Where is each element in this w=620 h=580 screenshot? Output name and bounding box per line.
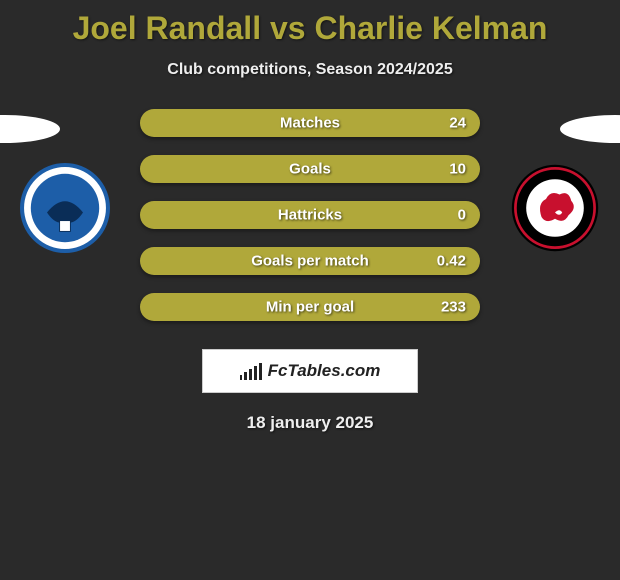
stat-bar-min-per-goal: Min per goal 233 [140, 293, 480, 321]
stat-bar-goals: Goals 10 [140, 155, 480, 183]
fctables-logo[interactable]: FcTables.com [202, 349, 418, 393]
stat-value: 24 [449, 115, 466, 132]
stat-bar-matches: Matches 24 [140, 109, 480, 137]
stat-label: Min per goal [266, 299, 354, 316]
snapshot-date: 18 january 2025 [0, 413, 620, 433]
stat-value: 0 [458, 207, 466, 224]
stat-value: 233 [441, 299, 466, 316]
stat-bar-hattricks: Hattricks 0 [140, 201, 480, 229]
comparison-title: Joel Randall vs Charlie Kelman [0, 0, 620, 47]
left-highlight-ellipse [0, 115, 60, 143]
logo-text: FcTables.com [268, 361, 381, 381]
club-crest-right [510, 163, 600, 253]
comparison-panel: Matches 24 Goals 10 Hattricks 0 Goals pe… [0, 109, 620, 433]
leyton-orient-crest-icon [510, 163, 600, 253]
comparison-subtitle: Club competitions, Season 2024/2025 [0, 61, 620, 79]
stat-label: Goals [289, 161, 331, 178]
stat-bars: Matches 24 Goals 10 Hattricks 0 Goals pe… [140, 109, 480, 321]
right-highlight-ellipse [560, 115, 620, 143]
stat-bar-goals-per-match: Goals per match 0.42 [140, 247, 480, 275]
stat-value: 0.42 [437, 253, 466, 270]
bar-chart-icon [240, 362, 262, 380]
stat-value: 10 [449, 161, 466, 178]
stat-label: Matches [280, 115, 340, 132]
stat-label: Goals per match [251, 253, 369, 270]
peterborough-crest-icon [20, 163, 110, 253]
club-crest-left [20, 163, 110, 253]
stat-label: Hattricks [278, 207, 342, 224]
